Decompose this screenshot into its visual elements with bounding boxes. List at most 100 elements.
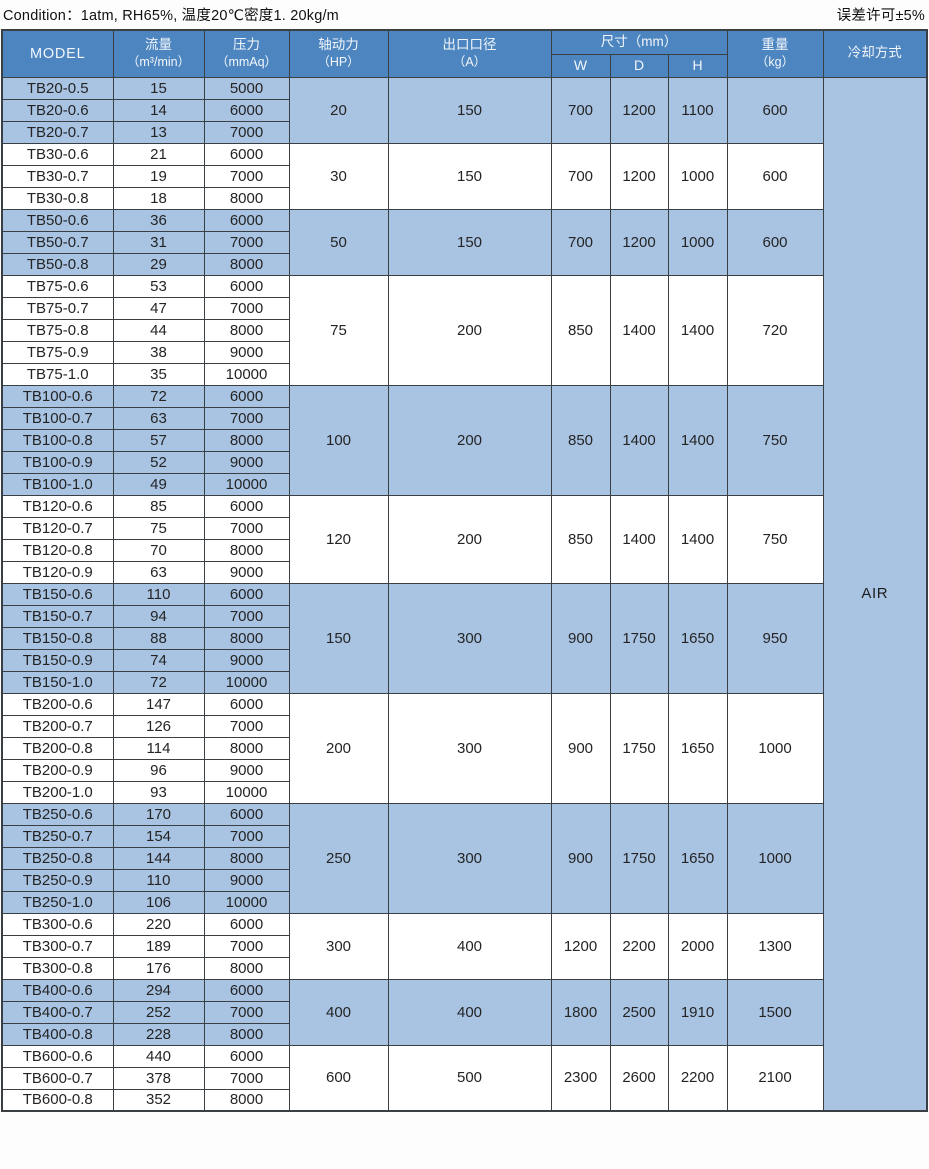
pressure-cell: 5000 — [203, 76, 290, 100]
flow-cell: 378 — [112, 1066, 205, 1090]
weight-cell: 600 — [726, 142, 824, 210]
weight-cell: 1000 — [726, 802, 824, 914]
table-row: TB300-0.7 189 7000 — [1, 934, 927, 958]
table-row: TB400-0.6 294 6000 400 400 1800 2500 1910 1500 — [1, 978, 927, 1046]
flow-cell: 110 — [112, 868, 205, 892]
header-pressure-unit: （mmAq） — [215, 54, 278, 69]
dim-h-cell: 2200 — [667, 1044, 728, 1112]
pressure-cell: 8000 — [203, 318, 290, 342]
pressure-cell: 6000 — [203, 978, 290, 1002]
dim-w-cell: 700 — [550, 76, 611, 144]
flow-cell: 35 — [112, 362, 205, 386]
header-dim-d: D — [609, 53, 669, 78]
pressure-cell: 8000 — [203, 626, 290, 650]
dim-d-cell: 1400 — [609, 384, 669, 496]
flow-cell: 88 — [112, 626, 205, 650]
hp-cell: 250 — [288, 802, 389, 914]
flow-cell: 63 — [112, 406, 205, 430]
pressure-cell: 8000 — [203, 252, 290, 276]
table-row: TB600-0.6 440 6000 600 500 2300 2600 2200 2100 — [1, 1044, 927, 1112]
flow-cell: 18 — [112, 186, 205, 210]
model-cell: TB150-0.7 — [1, 604, 114, 628]
hp-cell: 150 — [288, 582, 389, 694]
pressure-cell: 8000 — [203, 1022, 290, 1046]
table-row: TB120-0.7 75 7000 — [1, 516, 927, 540]
dim-h-cell: 1000 — [667, 142, 728, 210]
table-row: TB100-0.6 72 6000 100 200 850 1400 1400 750 — [1, 384, 927, 496]
flow-cell: 440 — [112, 1044, 205, 1068]
table-row: TB50-0.6 36 6000 50 150 700 1200 1000 600 — [1, 208, 927, 276]
header-outlet: 出口口径 （A） — [387, 29, 552, 78]
table-row: TB75-1.0 35 10000 — [1, 362, 927, 386]
flow-cell: 106 — [112, 890, 205, 914]
weight-cell: 750 — [726, 494, 824, 584]
table-row: TB120-0.9 63 9000 — [1, 560, 927, 584]
dim-d-cell: 1200 — [609, 208, 669, 276]
hp-cell: 30 — [288, 142, 389, 210]
hp-cell: 600 — [288, 1044, 389, 1112]
dim-d-cell: 2600 — [609, 1044, 669, 1112]
model-cell: TB100-0.9 — [1, 450, 114, 474]
outlet-cell: 400 — [387, 912, 552, 980]
pressure-cell: 6000 — [203, 582, 290, 606]
header-flow-label: 流量 — [145, 37, 172, 52]
pressure-cell: 10000 — [203, 780, 290, 804]
model-cell: TB20-0.7 — [1, 120, 114, 144]
outlet-cell: 300 — [387, 692, 552, 804]
dim-w-cell: 700 — [550, 142, 611, 210]
model-cell: TB50-0.8 — [1, 252, 114, 276]
header-weight: 重量 （kg） — [726, 29, 824, 78]
pressure-cell: 6000 — [203, 384, 290, 408]
hp-cell: 400 — [288, 978, 389, 1046]
condition-bar: Condition：1atm, RH65%, 温度20℃密度1. 20kg/m … — [1, 2, 928, 29]
spec-table-header: MODEL 流量 （m³/min） 压力 （mmAq） 轴动力 （HP） 出口口… — [1, 29, 928, 78]
pressure-cell: 8000 — [203, 186, 290, 210]
table-row: TB600-0.8 352 8000 — [1, 1088, 927, 1112]
flow-cell: 14 — [112, 98, 205, 122]
model-cell: TB30-0.7 — [1, 164, 114, 188]
weight-cell: 2100 — [726, 1044, 824, 1112]
weight-cell: 1000 — [726, 692, 824, 804]
pressure-cell: 10000 — [203, 890, 290, 914]
model-cell: TB75-0.9 — [1, 340, 114, 364]
model-cell: TB250-1.0 — [1, 890, 114, 914]
flow-cell: 72 — [112, 384, 205, 408]
outlet-cell: 150 — [387, 76, 552, 144]
flow-cell: 44 — [112, 318, 205, 342]
pressure-cell: 6000 — [203, 142, 290, 166]
model-cell: TB30-0.8 — [1, 186, 114, 210]
header-shaft-power-label: 轴动力 — [318, 37, 359, 52]
outlet-cell: 300 — [387, 582, 552, 694]
model-cell: TB300-0.6 — [1, 912, 114, 936]
table-row: TB50-0.7 31 7000 — [1, 230, 927, 254]
flow-cell: 13 — [112, 120, 205, 144]
model-cell: TB250-0.6 — [1, 802, 114, 826]
header-dim-h: H — [667, 53, 728, 78]
model-cell: TB75-0.8 — [1, 318, 114, 342]
flow-cell: 47 — [112, 296, 205, 320]
hp-cell: 120 — [288, 494, 389, 584]
flow-cell: 29 — [112, 252, 205, 276]
weight-cell: 950 — [726, 582, 824, 694]
flow-cell: 49 — [112, 472, 205, 496]
outlet-cell: 300 — [387, 802, 552, 914]
table-row: TB300-0.6 220 6000 300 400 1200 2200 2000 1300 — [1, 912, 927, 980]
model-cell: TB200-0.6 — [1, 692, 114, 716]
dim-h-cell: 1650 — [667, 692, 728, 804]
flow-cell: 110 — [112, 582, 205, 606]
model-cell: TB100-0.6 — [1, 384, 114, 408]
flow-cell: 93 — [112, 780, 205, 804]
model-cell: TB600-0.6 — [1, 1044, 114, 1068]
dim-d-cell: 1200 — [609, 76, 669, 144]
dim-d-cell: 1400 — [609, 274, 669, 386]
pressure-cell: 9000 — [203, 450, 290, 474]
outlet-cell: 400 — [387, 978, 552, 1046]
pressure-cell: 7000 — [203, 230, 290, 254]
flow-cell: 57 — [112, 428, 205, 452]
dim-w-cell: 850 — [550, 384, 611, 496]
dim-d-cell: 1750 — [609, 692, 669, 804]
hp-cell: 75 — [288, 274, 389, 386]
model-cell: TB120-0.9 — [1, 560, 114, 584]
header-pressure: 压力 （mmAq） — [203, 29, 290, 78]
model-cell: TB120-0.6 — [1, 494, 114, 518]
